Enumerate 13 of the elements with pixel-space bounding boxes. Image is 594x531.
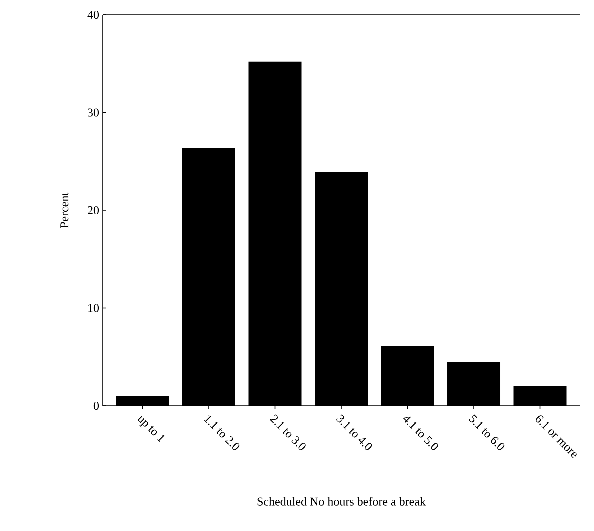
x-axis-title: Scheduled No hours before a break bbox=[258, 497, 426, 506]
y-tick-label: 10 bbox=[88, 304, 100, 312]
x-tick-label: 2.1 to 3.0 bbox=[270, 414, 306, 450]
x-tick-label: up to 1 bbox=[138, 416, 165, 443]
x-tick-label: 3.1 to 4.0 bbox=[336, 414, 372, 450]
x-tick-label: 4.1 to 5.0 bbox=[404, 416, 438, 450]
x-tick-label: 5.1 to 6.0 bbox=[469, 414, 505, 450]
x-tick-label: 1.1 to 2.0 bbox=[204, 416, 240, 450]
y-tick-label: 30 bbox=[88, 108, 100, 117]
y-axis-title: Percent bbox=[60, 192, 69, 228]
y-tick-label: 0 bbox=[94, 402, 100, 410]
y-tick-label: 40 bbox=[88, 10, 100, 20]
y-tick-label: 20 bbox=[88, 206, 100, 215]
